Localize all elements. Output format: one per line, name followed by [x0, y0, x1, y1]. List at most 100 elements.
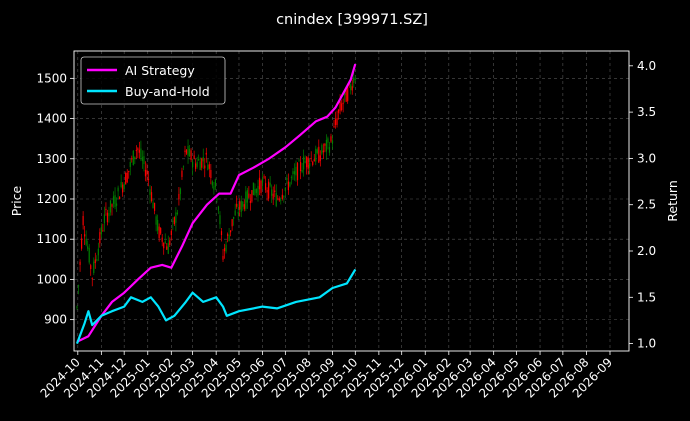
price-candle-body	[345, 87, 347, 102]
price-candle-body	[82, 216, 84, 226]
price-candle-body	[277, 198, 279, 200]
price-candle-body	[350, 84, 352, 91]
price-candle-body	[198, 158, 200, 161]
price-candle-body	[290, 177, 293, 178]
price-candle-body	[239, 201, 241, 210]
y2-tick-label: 1.5	[637, 290, 656, 304]
price-candle-body	[202, 157, 204, 162]
price-candle-body	[150, 192, 153, 202]
price-candle-body	[249, 200, 251, 203]
price-candle-body	[260, 180, 262, 193]
price-candle-body	[112, 196, 115, 204]
price-candle-body	[140, 148, 142, 158]
price-candle-body	[123, 183, 125, 190]
price-candle-body	[129, 161, 131, 168]
price-candle-body	[199, 161, 201, 171]
price-candle-body	[354, 78, 356, 80]
price-candle-body	[120, 181, 122, 188]
price-candle-body	[246, 190, 248, 203]
price-candle-body	[233, 216, 235, 219]
price-candle-body	[91, 278, 93, 279]
price-candle-body	[271, 189, 273, 196]
price-candle-body	[280, 199, 282, 201]
price-candle-body	[196, 161, 198, 167]
y-axis-label: Price	[9, 185, 24, 216]
price-candle-body	[243, 204, 245, 210]
price-candle-body	[211, 181, 213, 186]
price-candle-body	[161, 237, 163, 242]
price-candle-body	[254, 188, 256, 195]
y-tick-label: 1300	[36, 152, 67, 166]
price-candle-body	[169, 240, 171, 245]
price-candle-body	[144, 169, 147, 177]
series-line-buy-and-hold	[75, 268, 357, 344]
price-candle-body	[342, 102, 344, 105]
price-candle-body	[131, 158, 133, 160]
price-candle-body	[217, 206, 220, 211]
price-candle-body	[204, 165, 206, 169]
price-candle-body	[313, 159, 315, 162]
price-candle-body	[195, 163, 197, 169]
price-candle-body	[77, 285, 80, 287]
price-candle-body	[234, 210, 236, 216]
price-candle-body	[109, 200, 112, 213]
price-candle-body	[316, 149, 318, 154]
price-candle-body	[182, 166, 185, 168]
price-candle-body	[312, 161, 314, 165]
price-candle-body	[103, 214, 106, 224]
price-candle-body	[208, 164, 210, 169]
price-candle-body	[132, 150, 134, 166]
price-candle-body	[100, 227, 102, 235]
price-candle-body	[173, 217, 175, 225]
price-candle-body	[207, 164, 209, 170]
price-candle-body	[192, 161, 194, 168]
price-candle-body	[115, 203, 118, 206]
price-candle-body	[193, 155, 195, 159]
price-candle-body	[210, 170, 212, 179]
price-candle-body	[216, 198, 218, 200]
price-candle-body	[266, 189, 268, 193]
price-candle-body	[258, 177, 261, 190]
price-candle-body	[347, 87, 349, 102]
price-candle-body	[327, 138, 329, 143]
price-candle-body	[296, 162, 299, 181]
price-candle-body	[175, 212, 177, 223]
price-candle-body	[275, 193, 277, 207]
price-candle-body	[261, 178, 264, 183]
y-tick-label: 1100	[36, 232, 67, 246]
price-candle-body	[303, 156, 305, 170]
price-candle-body	[153, 202, 156, 211]
price-candle-body	[293, 171, 296, 175]
price-candle-body	[81, 238, 83, 249]
price-candle-body	[245, 191, 247, 209]
price-candle-body	[331, 140, 334, 144]
y2-tick-label: 1.0	[637, 337, 656, 351]
price-candle-body	[105, 208, 107, 211]
price-candle-body	[240, 200, 242, 212]
series-lines	[75, 63, 357, 344]
price-candle-body	[88, 248, 90, 263]
price-candle-body	[181, 170, 183, 177]
price-candle-body	[286, 177, 288, 180]
price-candle-body	[336, 118, 338, 125]
price-candle-body	[307, 157, 309, 170]
price-candle-body	[149, 189, 151, 195]
price-candle-body	[236, 203, 238, 207]
price-candle-body	[237, 212, 239, 214]
price-candle-body	[321, 144, 323, 154]
price-candle-body	[138, 149, 140, 153]
price-candle-body	[125, 172, 127, 185]
y2-tick-label: 3.0	[637, 151, 656, 165]
price-candle-body	[325, 139, 328, 152]
price-candle-body	[201, 158, 203, 168]
price-candle-body	[108, 212, 110, 217]
y-axis-left: 900 1000 1100 1200 1300 1400 1500	[36, 71, 74, 327]
price-candle-body	[295, 166, 297, 176]
price-candle-body	[106, 212, 109, 223]
price-candle-body	[318, 146, 320, 163]
price-candle-body	[299, 162, 302, 171]
price-candle-body	[219, 215, 221, 225]
price-candle-body	[160, 227, 162, 234]
price-candle-body	[283, 195, 285, 198]
price-candles	[76, 71, 356, 310]
